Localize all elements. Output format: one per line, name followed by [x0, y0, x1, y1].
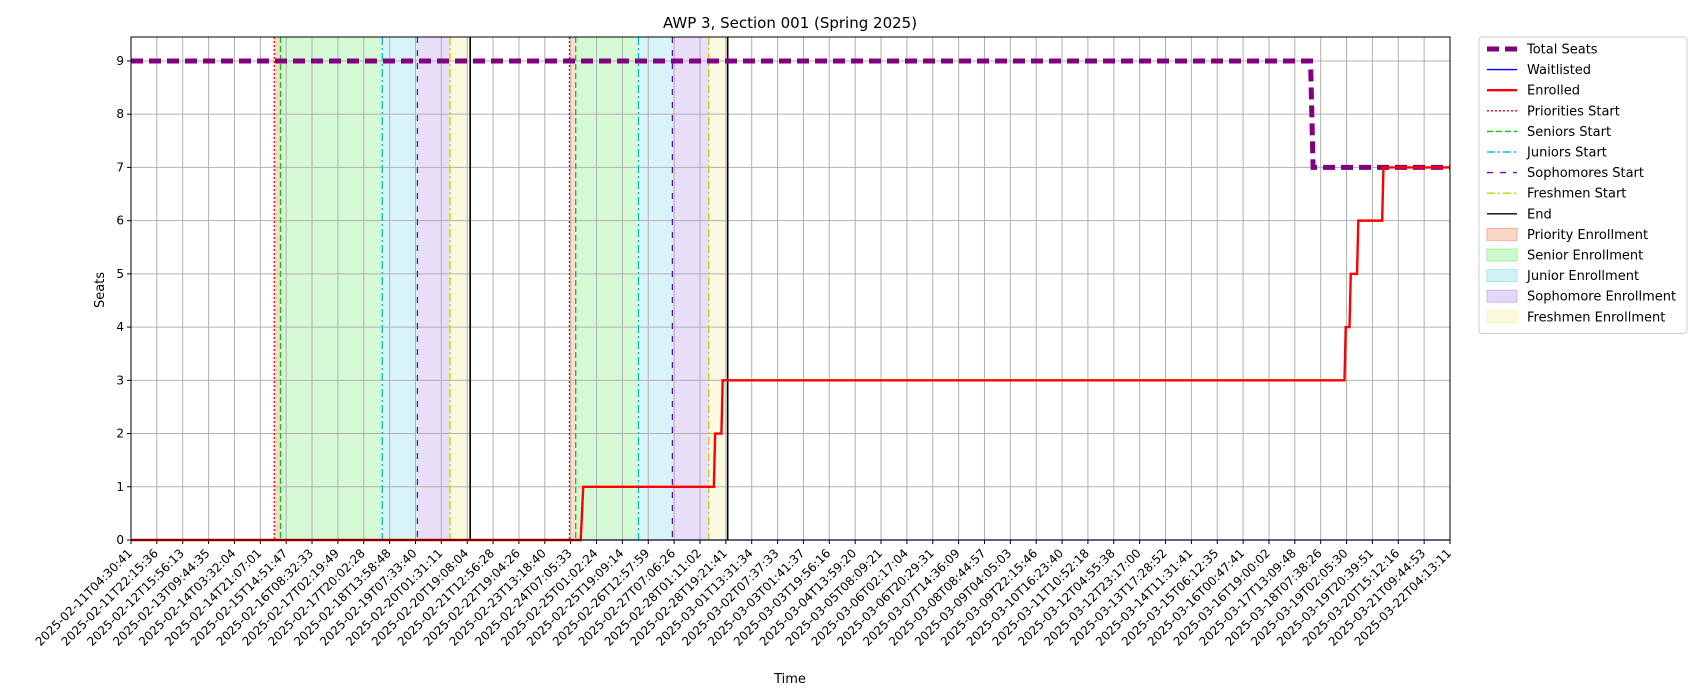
- y-tick-label: 1: [116, 480, 124, 494]
- y-tick-label: 7: [116, 160, 124, 174]
- y-tick-label: 6: [116, 214, 124, 228]
- y-tick-label: 8: [116, 107, 124, 121]
- chart-title: AWP 3, Section 001 (Spring 2025): [663, 14, 917, 32]
- legend-sophomore-enrollment-label: Sophomore Enrollment: [1527, 290, 1676, 305]
- sophomore-enrollment-span: [672, 37, 709, 540]
- legend-junior-enrollment-label: Junior Enrollment: [1526, 269, 1639, 284]
- plot-frame: [130, 36, 1451, 541]
- senior-enrollment-span: [575, 37, 639, 540]
- legend-sophomore-enrollment-swatch: [1486, 289, 1518, 303]
- plot-background: [131, 37, 1450, 540]
- y-tick-label: 0: [116, 533, 124, 547]
- legend-priorities-start-label: Priorities Start: [1527, 104, 1620, 119]
- legend-freshmen-enrollment-label: Freshmen Enrollment: [1527, 310, 1665, 325]
- y-axis-label: Seats: [93, 272, 108, 308]
- legend: Total Seats Waitlisted Enrolled Priorities …: [1478, 36, 1688, 334]
- priority-enrollment-span: [569, 37, 576, 540]
- enrolled-series: [131, 166, 1450, 542]
- plot-area: 2025-02-11T04:30:412025-02-11T22:15:3620…: [33, 36, 1454, 649]
- legend-senior-enrollment-label: Senior Enrollment: [1527, 249, 1643, 264]
- legend-priority-enrollment-swatch: [1486, 227, 1518, 241]
- legend-sophomores-start-label: Sophomores Start: [1527, 166, 1644, 181]
- legend-senior-enrollment-swatch: [1486, 248, 1518, 262]
- y-tick-label: 3: [116, 373, 124, 387]
- legend-freshmen-start-label: Freshmen Start: [1527, 187, 1626, 202]
- sophomore-enrollment-span: [417, 37, 451, 540]
- y-tick-label: 5: [116, 267, 124, 281]
- senior-enrollment-span: [280, 37, 383, 540]
- legend-freshmen-enrollment-swatch: [1486, 310, 1518, 324]
- y-tick-label: 9: [116, 54, 124, 68]
- y-tick-label: 2: [116, 427, 124, 441]
- legend-end-label: End: [1527, 207, 1552, 222]
- legend-priority-enrollment-label: Priority Enrollment: [1527, 228, 1648, 243]
- legend-box: [1478, 36, 1688, 334]
- y-tick-label: 4: [116, 320, 124, 334]
- legend-juniors-start-label: Juniors Start: [1526, 146, 1607, 161]
- legend-waitlisted-label: Waitlisted: [1527, 63, 1591, 78]
- freshmen-enrollment-span: [450, 37, 471, 540]
- legend-enrolled-label: Enrolled: [1527, 84, 1580, 99]
- legend-total-seats-label: Total Seats: [1526, 43, 1598, 58]
- junior-enrollment-span: [382, 37, 418, 540]
- freshmen-enrollment-span: [708, 37, 728, 540]
- legend-seniors-start-label: Seniors Start: [1527, 125, 1611, 140]
- priority-enrollment-span: [274, 37, 281, 540]
- x-axis-label: Time: [773, 672, 806, 687]
- junior-enrollment-span: [638, 37, 673, 540]
- legend-junior-enrollment-swatch: [1486, 269, 1518, 283]
- total-seats-series: [131, 58, 1450, 170]
